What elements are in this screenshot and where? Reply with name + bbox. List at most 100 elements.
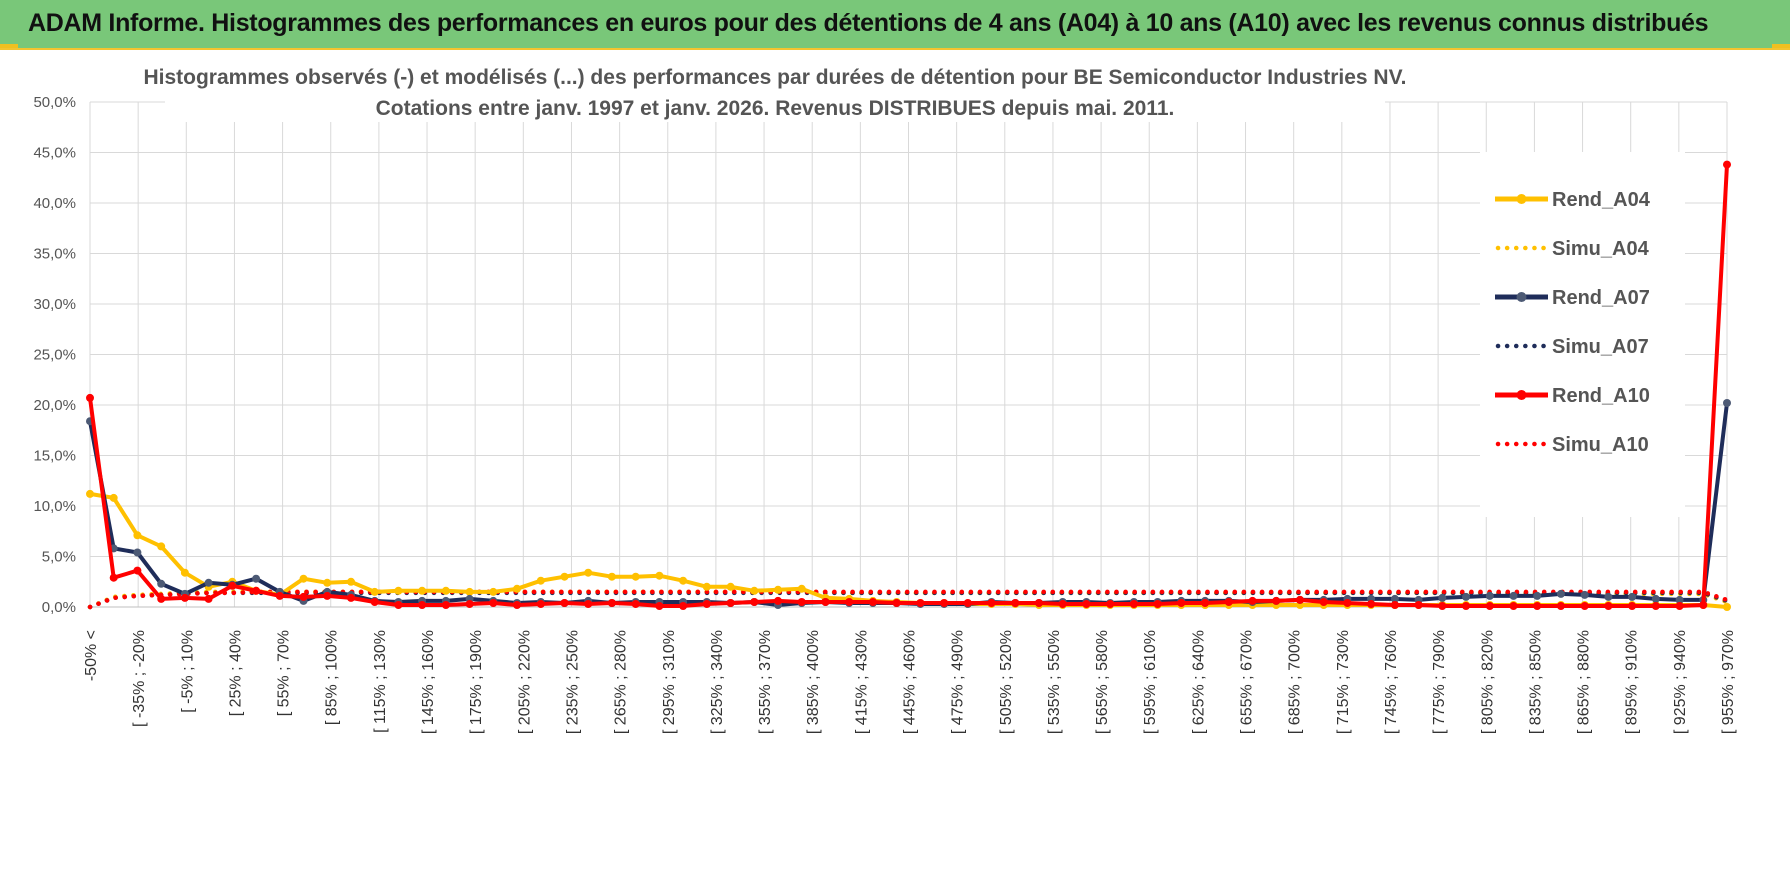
- data-point: [1153, 600, 1162, 608]
- legend-item: Simu_A07: [1495, 336, 1649, 358]
- report-title: ADAM Informe. Histogrammes des performan…: [28, 9, 1709, 37]
- corner-accent-left: [0, 44, 18, 48]
- data-point: [394, 601, 403, 609]
- legend-label: Simu_A10: [1552, 434, 1649, 456]
- data-point: [1462, 602, 1470, 610]
- x-tick-label: [ 625% ; 640%: [1190, 630, 1207, 734]
- x-tick-label: [ -5% ; 10%: [179, 630, 196, 713]
- x-tick-label: [ 355% ; 370%: [757, 630, 774, 734]
- data-point: [489, 587, 498, 596]
- data-point: [892, 599, 901, 607]
- data-point: [1604, 602, 1613, 610]
- series-simu-a10: [87, 589, 1730, 610]
- y-tick-label: 45,0%: [33, 145, 76, 162]
- data-point: [1272, 596, 1281, 605]
- data-point: [655, 602, 664, 610]
- series-rend-a10: [86, 160, 1731, 610]
- data-point: [418, 586, 427, 595]
- y-tick-label: 50,0%: [33, 94, 76, 111]
- y-tick-label: 30,0%: [33, 296, 76, 313]
- x-tick-label: [ 715% ; 730%: [1335, 630, 1352, 734]
- data-point: [418, 601, 427, 609]
- corner-accent-right: [1772, 44, 1790, 48]
- legend-box: [1480, 152, 1685, 517]
- data-point: [1723, 399, 1731, 407]
- data-point: [489, 599, 498, 607]
- data-point: [584, 600, 593, 608]
- data-point: [347, 593, 355, 602]
- chart-title-backdrop: [165, 62, 1385, 122]
- data-point: [252, 586, 261, 595]
- x-tick-label: [ 895% ; 910%: [1624, 630, 1641, 734]
- data-point: [370, 598, 379, 606]
- data-point: [679, 602, 688, 610]
- x-tick-label: [ 475% ; 490%: [950, 630, 967, 734]
- x-tick-label: [ 535% ; 550%: [1046, 630, 1063, 734]
- data-point: [394, 586, 403, 595]
- y-tick-label: 15,0%: [33, 448, 76, 465]
- legend-marker: [1516, 390, 1527, 400]
- data-point: [560, 572, 569, 581]
- data-point: [702, 582, 711, 591]
- histogram-chart: 0,0% 5,0% 10,0% 15,0% 20,0% 25,0% 30,0% 35,0% 40…: [33, 62, 1737, 734]
- data-point: [347, 577, 355, 586]
- data-point: [465, 600, 474, 608]
- data-point: [133, 531, 142, 540]
- data-point: [1438, 593, 1447, 602]
- legend-label: Simu_A07: [1552, 336, 1649, 358]
- data-point: [1343, 599, 1352, 607]
- x-tick-label: [ 445% ; 460%: [902, 630, 919, 734]
- data-point: [584, 568, 593, 577]
- y-tick-label: 10,0%: [33, 498, 76, 515]
- data-point: [1296, 595, 1304, 604]
- data-point: [536, 576, 545, 585]
- data-point: [180, 568, 189, 577]
- x-tick-label: [ 235% ; 250%: [564, 630, 581, 734]
- x-tick-label: [ -35% ; -20%: [131, 630, 148, 727]
- x-tick-label: [ 595% ; 610%: [1142, 630, 1159, 734]
- x-tick-label: [ 205% ; 220%: [516, 630, 533, 734]
- series-layer: [86, 160, 1731, 611]
- x-tick-label: [ 685% ; 700%: [1287, 630, 1304, 734]
- data-point: [845, 598, 854, 606]
- x-tick-label: [ 655% ; 670%: [1239, 630, 1256, 734]
- y-tick-label: 20,0%: [33, 397, 76, 414]
- legend-item: Simu_A10: [1495, 434, 1649, 456]
- y-tick-label: 25,0%: [33, 347, 76, 364]
- data-point: [536, 600, 545, 608]
- x-tick-label: [ 265% ; 280%: [613, 630, 630, 734]
- legend-label: Rend_A07: [1552, 287, 1650, 309]
- data-point: [323, 578, 332, 587]
- data-point: [726, 599, 735, 607]
- data-point: [1509, 602, 1518, 610]
- data-point: [868, 598, 877, 606]
- data-point: [1011, 599, 1020, 607]
- data-point: [1723, 160, 1731, 169]
- data-point: [916, 599, 925, 607]
- data-point: [157, 594, 166, 603]
- chart-subtitle: Cotations entre janv. 1997 et janv. 2026…: [376, 97, 1175, 120]
- data-point: [1533, 602, 1542, 610]
- data-point: [133, 566, 142, 575]
- x-tick-label: [ 865% ; 880%: [1576, 630, 1593, 734]
- data-point: [133, 548, 142, 557]
- data-point: [940, 599, 949, 607]
- data-point: [1035, 599, 1043, 607]
- data-point: [1556, 602, 1565, 610]
- data-point: [1604, 592, 1613, 601]
- legend-marker: [1516, 194, 1527, 204]
- data-point: [86, 393, 94, 402]
- data-point: [797, 598, 806, 606]
- data-point: [1699, 601, 1708, 609]
- series-line: [87, 589, 1730, 610]
- data-point: [821, 598, 830, 606]
- data-point: [370, 587, 379, 596]
- data-point: [465, 587, 474, 596]
- x-tick-label: -50% <: [83, 630, 100, 681]
- data-point: [1058, 600, 1067, 608]
- data-point: [1485, 591, 1494, 600]
- y-tick-label: 5,0%: [42, 549, 76, 566]
- legend-label: Rend_A10: [1552, 385, 1650, 407]
- x-tick-label: [ 925% ; 940%: [1672, 630, 1689, 734]
- x-tick-label: [ 145% ; 160%: [420, 630, 437, 734]
